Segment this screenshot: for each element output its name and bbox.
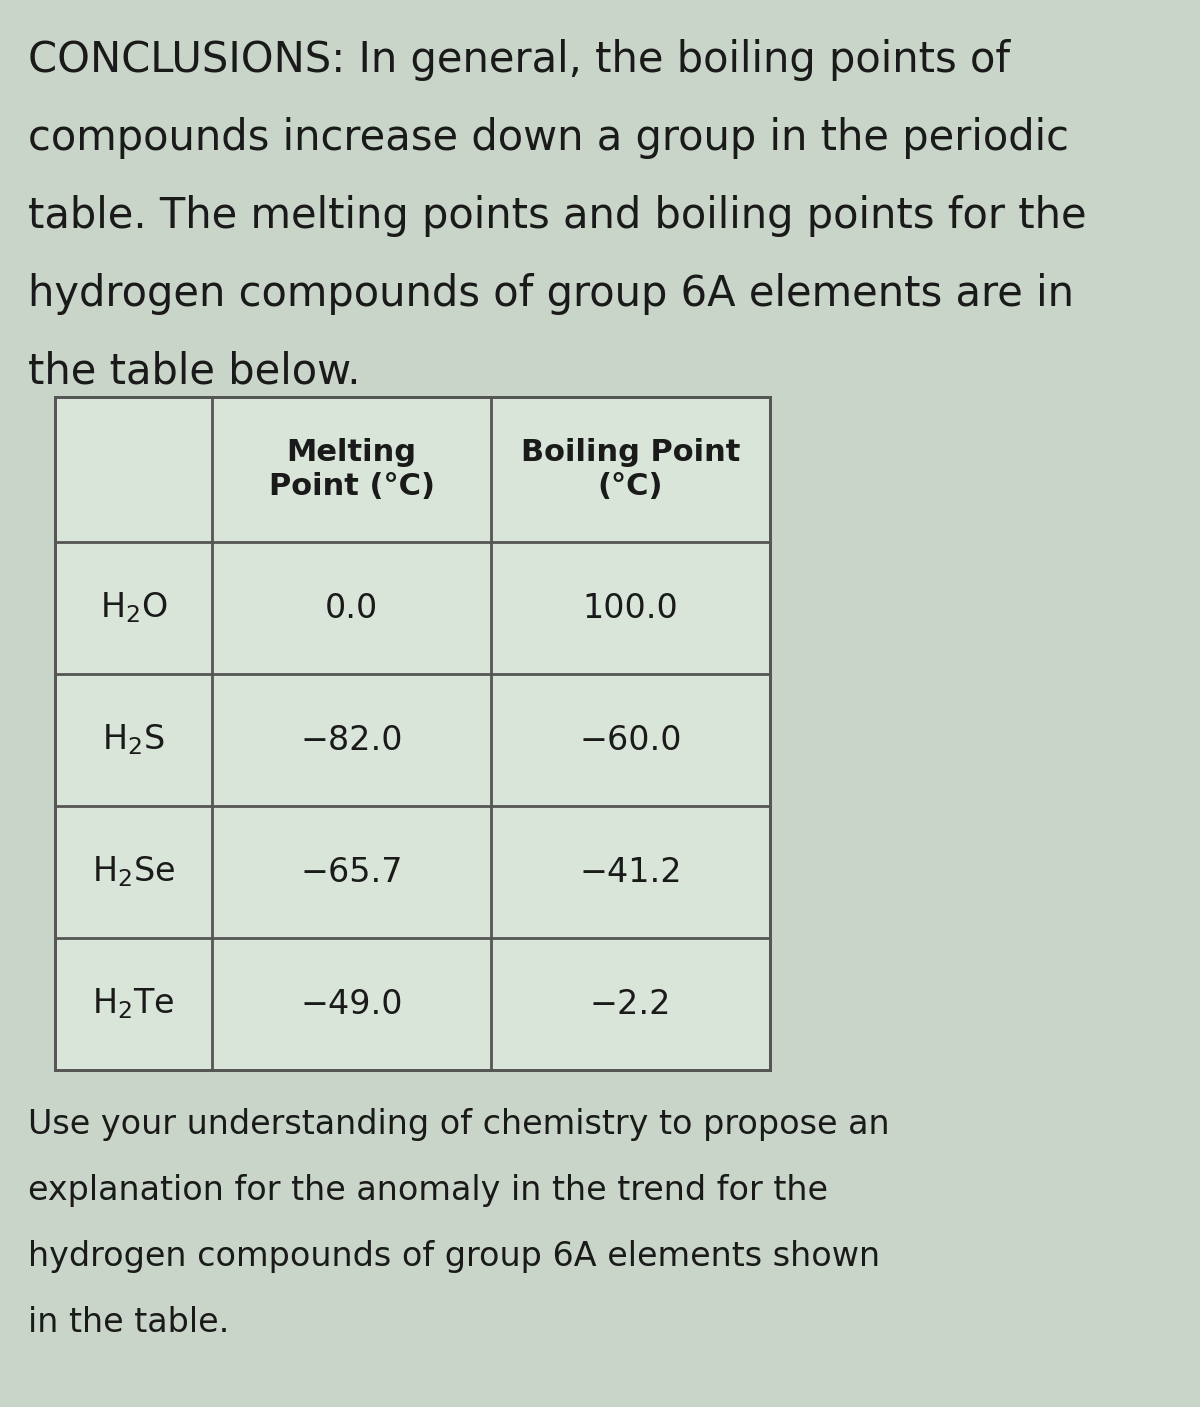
Text: the table below.: the table below.	[28, 350, 360, 393]
Text: table. The melting points and boiling points for the: table. The melting points and boiling po…	[28, 196, 1087, 236]
Text: hydrogen compounds of group 6A elements are in: hydrogen compounds of group 6A elements …	[28, 273, 1074, 315]
Text: compounds increase down a group in the periodic: compounds increase down a group in the p…	[28, 117, 1069, 159]
Text: 100.0: 100.0	[583, 591, 678, 625]
FancyBboxPatch shape	[55, 397, 770, 1069]
Text: explanation for the anomaly in the trend for the: explanation for the anomaly in the trend…	[28, 1173, 828, 1207]
Text: H$_2$Se: H$_2$Se	[92, 854, 175, 889]
Text: Boiling Point
(°C): Boiling Point (°C)	[521, 438, 740, 501]
Text: H$_2$Te: H$_2$Te	[92, 986, 175, 1021]
Text: 0.0: 0.0	[325, 591, 378, 625]
Text: in the table.: in the table.	[28, 1306, 229, 1339]
Text: H$_2$O: H$_2$O	[100, 591, 168, 625]
Text: −49.0: −49.0	[300, 988, 403, 1020]
Text: Use your understanding of chemistry to propose an: Use your understanding of chemistry to p…	[28, 1107, 889, 1141]
Text: −2.2: −2.2	[590, 988, 671, 1020]
Text: CONCLUSIONS: In general, the boiling points of: CONCLUSIONS: In general, the boiling poi…	[28, 39, 1010, 82]
Text: H$_2$S: H$_2$S	[102, 723, 164, 757]
Text: −41.2: −41.2	[580, 855, 682, 888]
Text: −60.0: −60.0	[580, 723, 682, 757]
Text: Melting
Point (°C): Melting Point (°C)	[269, 438, 434, 501]
Text: hydrogen compounds of group 6A elements shown: hydrogen compounds of group 6A elements …	[28, 1240, 880, 1273]
Text: −65.7: −65.7	[300, 855, 403, 888]
Text: −82.0: −82.0	[300, 723, 403, 757]
